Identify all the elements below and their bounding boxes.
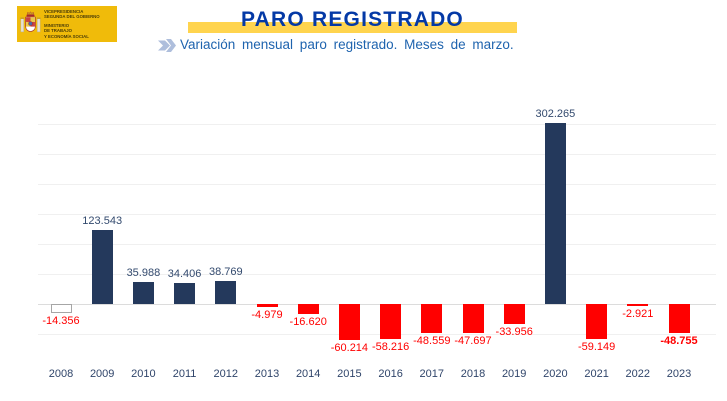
bar-value-label: -47.697 xyxy=(454,334,492,347)
x-axis-year-label: 2023 xyxy=(666,368,692,380)
bar-2023 xyxy=(668,304,690,334)
bar-2012 xyxy=(215,280,237,304)
bar-value-label: -48.755 xyxy=(660,335,698,348)
bar-2013 xyxy=(256,304,278,307)
bar-value-label: 123.543 xyxy=(82,214,123,227)
gridline xyxy=(38,274,716,275)
bar-2020 xyxy=(544,122,566,304)
page-title: PARO REGISTRADO xyxy=(241,8,464,31)
x-axis-year-label: 2019 xyxy=(501,368,527,380)
bar-value-label: 35.988 xyxy=(126,267,161,280)
bar-2021 xyxy=(586,304,608,340)
bar-2016 xyxy=(380,304,402,339)
x-axis-year-label: 2016 xyxy=(378,368,403,380)
x-axis-year-label: 2012 xyxy=(213,368,239,380)
bar-2015 xyxy=(338,304,360,341)
bar-2018 xyxy=(462,304,484,333)
logo-line: DE TRABAJO xyxy=(44,28,72,34)
bar-2017 xyxy=(421,304,443,334)
x-axis-year-label: 2013 xyxy=(254,368,280,380)
gridline xyxy=(38,154,716,155)
bar-value-label: -14.356 xyxy=(42,314,80,327)
bar-value-label: -60.214 xyxy=(330,342,369,355)
gridline xyxy=(38,334,716,335)
x-axis-year-label: 2008 xyxy=(48,368,74,380)
bar-value-label: -16.620 xyxy=(289,315,327,328)
bar-value-label: 38.769 xyxy=(208,265,243,278)
x-axis-year-label: 2014 xyxy=(295,368,321,380)
bar-2011 xyxy=(174,283,196,304)
x-axis-year-label: 2017 xyxy=(419,368,445,380)
x-axis-year-label: 2022 xyxy=(625,368,651,380)
bar-2009 xyxy=(91,229,113,304)
x-axis-year-label: 2020 xyxy=(543,368,568,380)
x-axis-year-label: 2011 xyxy=(172,368,197,380)
bar-value-label: -58.216 xyxy=(371,340,410,353)
logo-text: VICEPRESIDENCIA SEGUNDA DEL GOBIERNO MIN… xyxy=(44,9,100,39)
chart-subtitle: Variación mensual paro registrado. Meses… xyxy=(180,37,514,52)
logo-line: VICEPRESIDENCIA xyxy=(44,9,84,15)
x-axis-year-label: 2009 xyxy=(89,368,115,380)
logo-line: Y ECONOMÍA SOCIAL xyxy=(44,33,89,39)
title-highlight-band xyxy=(188,22,517,33)
zero-axis-line xyxy=(38,304,716,305)
x-axis-year-label: 2021 xyxy=(584,368,609,380)
logo-line: MINISTERIO xyxy=(44,22,70,28)
x-axis-year-label: 2018 xyxy=(460,368,486,380)
bar-2022 xyxy=(627,304,649,306)
bar-value-label: -48.559 xyxy=(413,335,451,348)
bar-value-label: 302.265 xyxy=(535,107,576,120)
logo-line: SEGUNDA DEL GOBIERNO xyxy=(44,14,100,20)
x-axis-year-label: 2015 xyxy=(337,368,362,380)
bar-2014 xyxy=(297,304,319,314)
bar-2008 xyxy=(50,304,72,313)
bar-value-label: 34.406 xyxy=(167,268,202,281)
x-axis-year-label: 2010 xyxy=(131,368,156,380)
spain-govt-logo: VICEPRESIDENCIA SEGUNDA DEL GOBIERNO MIN… xyxy=(17,6,117,42)
gridline xyxy=(38,184,716,185)
bar-chart: -14.356 2008 123.543 2009 35.988 2010 34.406 20… xyxy=(38,100,716,400)
gridline xyxy=(38,244,716,245)
bar-value-label: -2.921 xyxy=(622,307,654,320)
bar-value-label: -33.956 xyxy=(495,326,533,339)
coat-of-arms-icon xyxy=(20,11,41,33)
gridline xyxy=(38,214,716,215)
chevron-right-icon xyxy=(158,39,176,52)
bar-value-label: -59.149 xyxy=(577,341,616,354)
bar-2019 xyxy=(503,304,525,325)
bar-2010 xyxy=(132,282,154,304)
bar-value-label: -4.979 xyxy=(251,308,283,321)
gridline xyxy=(38,124,716,125)
